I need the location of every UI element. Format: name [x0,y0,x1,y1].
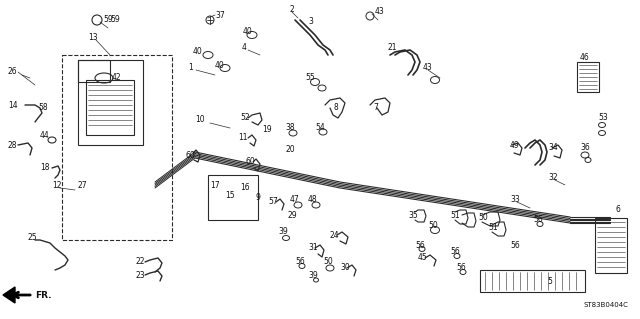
Text: 8: 8 [333,103,338,113]
Text: 50: 50 [478,213,488,222]
Text: 58: 58 [38,103,47,113]
Text: 27: 27 [78,181,88,189]
Text: 10: 10 [195,115,205,124]
Text: 31: 31 [308,243,317,253]
Text: 26: 26 [8,68,18,77]
Text: 5: 5 [547,278,552,286]
Bar [480,270,585,292]
Text: 40: 40 [193,48,203,56]
Text: 39: 39 [278,227,288,236]
Text: 21: 21 [388,43,397,53]
Text: 47: 47 [290,196,300,204]
Text: 43: 43 [423,63,433,72]
Text: 35: 35 [408,211,418,219]
Text: 1: 1 [188,63,193,72]
Text: 7: 7 [373,103,378,113]
Text: 20: 20 [285,145,294,154]
Text: 53: 53 [598,114,608,122]
Text: 55: 55 [305,73,315,83]
Text: 48: 48 [308,196,317,204]
Text: 9: 9 [255,194,260,203]
Text: 3: 3 [308,18,313,26]
Text: 40: 40 [243,27,253,36]
Text: 34: 34 [548,144,557,152]
Text: ST83B0404C: ST83B0404C [583,302,628,308]
Text: 33: 33 [510,196,520,204]
Text: 45: 45 [418,254,428,263]
Text: 49: 49 [510,140,520,150]
Text: 11: 11 [238,133,248,143]
Text: 50: 50 [323,257,333,266]
Text: 38: 38 [285,123,294,132]
Bar [62,55,172,240]
Polygon shape [3,287,15,303]
Bar [86,80,134,135]
Text: 15: 15 [225,190,235,199]
Text: 56: 56 [456,263,466,272]
Bar [208,175,258,220]
Text: 56: 56 [295,257,305,266]
Text: 56: 56 [510,241,520,249]
Text: 6: 6 [615,205,620,214]
Text: 17: 17 [210,181,220,189]
Text: 14: 14 [8,100,18,109]
Text: 16: 16 [240,183,250,192]
Text: 54: 54 [315,123,324,132]
Text: 2: 2 [290,5,295,14]
Bar [78,60,143,145]
Text: 39: 39 [308,271,317,279]
Text: 56: 56 [533,216,543,225]
Text: 23: 23 [135,271,145,279]
Text: 29: 29 [288,211,298,219]
Text: 37: 37 [215,11,225,19]
Text: 52: 52 [240,114,250,122]
Text: 60: 60 [245,158,255,167]
Text: 51: 51 [450,211,460,219]
Text: 13: 13 [88,33,98,42]
Text: 25: 25 [28,234,38,242]
Bar [78,60,110,82]
Text: 59: 59 [110,16,120,25]
Text: 60: 60 [185,151,195,160]
Text: 19: 19 [262,125,271,135]
Text: FR.: FR. [35,291,51,300]
Bar [577,62,599,92]
Text: 22: 22 [135,257,145,266]
Text: 43: 43 [375,8,385,17]
Text: 24: 24 [330,231,340,240]
Text: 57: 57 [268,197,278,206]
Text: 56: 56 [415,241,425,249]
Text: 50: 50 [428,220,438,229]
Text: 40: 40 [215,61,225,70]
Text: 36: 36 [580,144,589,152]
Text: 18: 18 [40,164,49,173]
Text: 56: 56 [450,248,460,256]
Text: 32: 32 [548,174,557,182]
Text: 28: 28 [8,140,17,150]
Text: 44: 44 [40,130,50,139]
Text: 59: 59 [103,16,113,25]
Text: 4: 4 [242,43,247,53]
Text: 30: 30 [340,263,349,272]
Text: 42: 42 [112,73,122,83]
Text: 12: 12 [52,181,61,189]
Bar [595,218,627,273]
Text: 51: 51 [488,224,498,233]
Text: 46: 46 [580,54,589,63]
